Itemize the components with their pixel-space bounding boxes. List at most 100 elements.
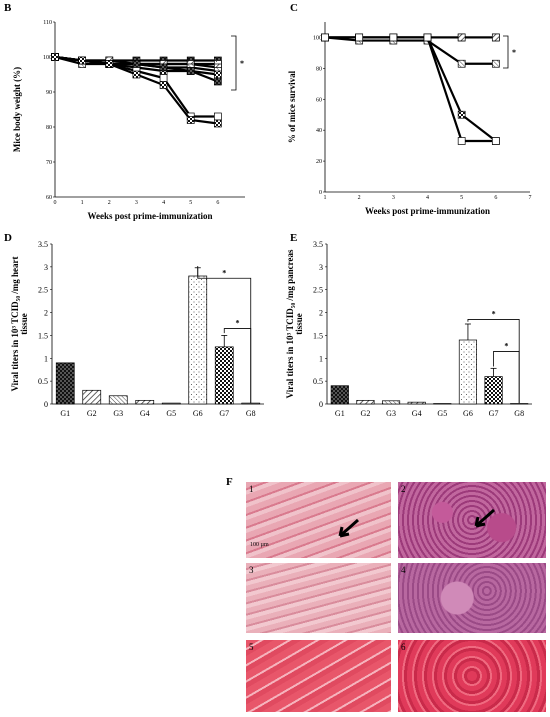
x-tick-label: 0 bbox=[54, 200, 57, 206]
y-tick-label: 0.5 bbox=[313, 377, 323, 386]
category-label-G2: G2 bbox=[87, 409, 97, 418]
y-tick-label: 3 bbox=[319, 263, 323, 272]
bar-G5 bbox=[161, 402, 181, 405]
x-axis-label: Weeks post prime-immunization bbox=[88, 211, 213, 221]
series-marker-8 bbox=[132, 70, 141, 79]
y-tick-label: 90 bbox=[46, 90, 52, 96]
series-marker-5 bbox=[457, 137, 466, 145]
chart-e: 0 0.5 1 1.5 2 2.5 3 3.5 G1 G2 G3 G4 G5 G6 G7 G8 Viral ti… bbox=[285, 240, 532, 418]
significance-star: * bbox=[512, 48, 516, 57]
micrograph-2-number: 2 bbox=[401, 484, 406, 494]
series-marker-8 bbox=[78, 56, 86, 65]
x-tick-label: 1 bbox=[81, 200, 84, 206]
x-tick-label: 2 bbox=[108, 200, 111, 206]
y-tick-label: 3.5 bbox=[38, 240, 48, 249]
scale-bar-label: 100 µm bbox=[250, 542, 269, 548]
series-marker-8 bbox=[159, 81, 168, 89]
significance-star: * bbox=[504, 341, 508, 350]
y-tick-label: 0 bbox=[44, 400, 48, 409]
bar-G2 bbox=[356, 399, 375, 405]
bar-G3 bbox=[108, 395, 128, 405]
series-marker-6 bbox=[214, 77, 222, 86]
x-tick-label: 6 bbox=[216, 200, 219, 206]
series-marker-7 bbox=[159, 74, 168, 82]
series-marker-8 bbox=[186, 116, 195, 124]
category-label-G1: G1 bbox=[335, 409, 345, 418]
bar-G7 bbox=[484, 376, 503, 405]
y-tick-label: 0.5 bbox=[38, 377, 48, 386]
y-tick-label: 2 bbox=[319, 309, 323, 318]
series-marker-8 bbox=[214, 119, 222, 128]
panel-label-e: E bbox=[290, 232, 298, 244]
series-marker-7 bbox=[214, 112, 222, 121]
y-tick-label: 2.5 bbox=[38, 286, 48, 295]
y-tick-label: 0 bbox=[319, 400, 323, 409]
series-marker-5 bbox=[355, 33, 364, 42]
significance-bracket bbox=[231, 35, 237, 91]
chart-d: 0 0.5 1 1.5 2 2.5 3 3.5 G1 G2 G3 G4 G5 G6 G7 G8 Viral ti… bbox=[10, 240, 264, 418]
significance-star: * bbox=[236, 319, 240, 328]
y-tick-label: 60 bbox=[316, 97, 322, 103]
y-tick-label: 80 bbox=[46, 125, 52, 131]
micrograph-4-number: 4 bbox=[401, 565, 406, 575]
y-tick-label: 60 bbox=[46, 195, 52, 201]
x-tick-label: 1 bbox=[324, 195, 327, 201]
chart-c: 0 20 40 60 80 100 1 2 3 4 5 6 7 Weeks post prime-immu… bbox=[287, 22, 532, 216]
category-label-G4: G4 bbox=[140, 409, 150, 418]
y-axis-label: tissue bbox=[19, 313, 29, 335]
series-marker-5 bbox=[491, 137, 500, 145]
category-label-G5: G5 bbox=[437, 409, 447, 418]
y-axis-label: Viral titers in 10³ TCID₅₀ /mg pancreas bbox=[285, 249, 295, 398]
series-line-3 bbox=[324, 36, 496, 65]
series-marker-8 bbox=[51, 53, 59, 61]
y-tick-label: 40 bbox=[316, 128, 322, 134]
bar-G7 bbox=[214, 346, 234, 405]
y-tick-label: 80 bbox=[316, 66, 322, 72]
series-marker-5 bbox=[389, 33, 398, 42]
y-axis-label: % of mice survival bbox=[287, 70, 297, 143]
y-axis-label: Mice body weight (%) bbox=[12, 67, 22, 152]
x-tick-label: 5 bbox=[460, 195, 463, 201]
y-tick-label: 2.5 bbox=[313, 286, 323, 295]
arrow-icon bbox=[338, 518, 359, 538]
y-axis-label: tissue bbox=[294, 313, 304, 335]
series-marker-5 bbox=[214, 70, 222, 79]
bar-G1 bbox=[55, 362, 75, 405]
y-tick-label: 20 bbox=[316, 159, 322, 165]
micrograph-3-number: 3 bbox=[249, 565, 254, 575]
panel-label-d: D bbox=[4, 232, 12, 244]
micrograph-6-number: 6 bbox=[401, 642, 406, 652]
x-tick-label: 2 bbox=[358, 195, 361, 201]
micrograph-2: 2 bbox=[398, 482, 546, 558]
significance-bracket bbox=[493, 351, 520, 404]
bar-G4 bbox=[135, 399, 155, 405]
y-tick-label: 3.5 bbox=[313, 240, 323, 249]
y-tick-label: 1 bbox=[319, 354, 323, 363]
series-marker-6 bbox=[186, 67, 195, 75]
y-tick-label: 70 bbox=[46, 160, 52, 166]
category-label-G3: G3 bbox=[386, 409, 396, 418]
series-marker-3 bbox=[491, 59, 500, 68]
x-axis-label: Weeks post prime-immunization bbox=[365, 206, 490, 216]
category-label-G6: G6 bbox=[463, 409, 473, 418]
micrograph-5-number: 5 bbox=[249, 642, 254, 652]
y-tick-label: 3 bbox=[44, 263, 48, 272]
series-marker-6 bbox=[159, 63, 168, 72]
series-line-4 bbox=[325, 36, 497, 142]
significance-bracket bbox=[223, 328, 252, 404]
bar-G8 bbox=[241, 402, 261, 405]
micrograph-1-number: 1 bbox=[249, 484, 254, 494]
series-marker-2 bbox=[457, 33, 466, 42]
category-label-G7: G7 bbox=[219, 409, 229, 418]
bar-G4 bbox=[407, 401, 426, 405]
bar-G3 bbox=[381, 400, 401, 405]
category-label-G6: G6 bbox=[193, 409, 203, 418]
series-marker-4 bbox=[457, 110, 466, 119]
bar-G6 bbox=[188, 275, 208, 405]
panel-label-f: F bbox=[226, 476, 233, 488]
micrograph-6: 6 bbox=[398, 640, 546, 712]
category-label-G5: G5 bbox=[166, 409, 176, 418]
y-tick-label: 1.5 bbox=[313, 331, 323, 340]
x-tick-label: 5 bbox=[189, 200, 192, 206]
